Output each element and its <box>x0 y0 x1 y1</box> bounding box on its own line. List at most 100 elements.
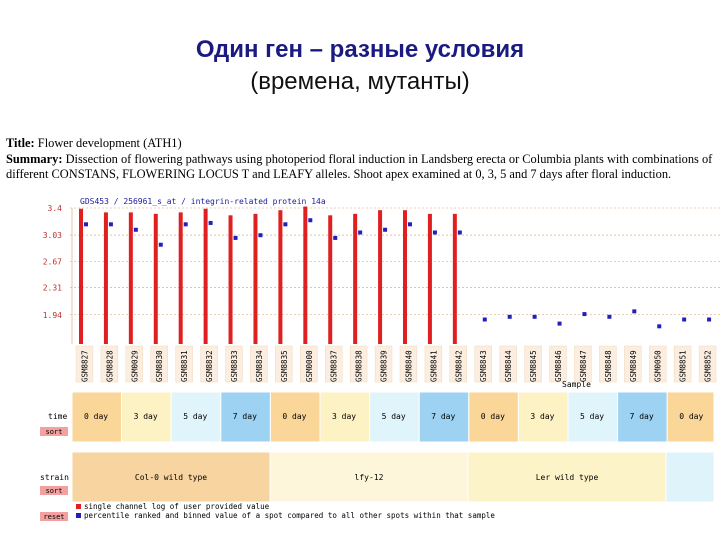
expression-chart: 3.4 3.03 2.67 2.31 1.94 GDS453 / 256961_s_at … <box>40 197 720 521</box>
time-sort-button[interactable] <box>40 427 68 436</box>
rank-marker-GSM8837 <box>333 235 338 240</box>
time-cell[interactable] <box>666 391 715 443</box>
strain-cell[interactable] <box>71 451 271 503</box>
rank-marker-GSM8849 <box>632 309 637 314</box>
strain-cell-label: lfy-12 <box>355 473 384 482</box>
sample-cell[interactable] <box>574 345 592 383</box>
sample-cell[interactable] <box>649 345 667 383</box>
y-tick-label: 2.31 <box>43 284 62 293</box>
sample-cell[interactable] <box>624 345 642 383</box>
title-label: Title: <box>6 136 35 150</box>
time-row-label: time <box>48 412 67 421</box>
sample-cell[interactable] <box>300 345 318 383</box>
sample-cell[interactable] <box>599 345 617 383</box>
time-cell-label: 5 day <box>382 412 406 421</box>
bar-GSM0000 <box>303 206 308 344</box>
rank-marker-GSM8833 <box>233 235 238 240</box>
sample-cell[interactable] <box>499 345 517 383</box>
time-cell[interactable] <box>567 391 619 443</box>
sample-cell[interactable] <box>100 345 119 383</box>
bar-GSM8841 <box>427 213 432 344</box>
x-tick-label: GSM8833 <box>230 350 239 382</box>
sample-cell[interactable] <box>150 345 168 383</box>
sample-cell[interactable] <box>250 345 268 383</box>
time-cell[interactable] <box>170 391 222 443</box>
strain-cell[interactable] <box>665 451 715 503</box>
bar-GSM8827 <box>79 208 83 344</box>
x-tick-label: GSM8837 <box>330 350 339 382</box>
x-tick-label: GSM0029 <box>130 350 139 382</box>
strain-cell[interactable] <box>467 451 667 503</box>
time-cell-label: 3 day <box>332 412 356 421</box>
x-tick-label: GSM8840 <box>404 350 413 382</box>
legend-blue-label: percentile ranked and binned value of a … <box>84 511 495 520</box>
y-tick-label: 3.4 <box>48 204 63 213</box>
slide-title: Один ген – разные условия (времена, мута… <box>0 34 720 98</box>
sample-cell[interactable] <box>200 345 218 383</box>
x-tick-label: GSM8849 <box>629 350 638 382</box>
rank-marker-GSM8845 <box>532 314 537 319</box>
x-tick-label: GSM8827 <box>80 350 89 382</box>
sample-cell[interactable] <box>275 345 293 383</box>
rank-marker-GSM8852 <box>707 317 712 322</box>
sample-cell[interactable] <box>349 345 368 383</box>
bar-GSM8828 <box>103 212 108 344</box>
sample-cell[interactable] <box>698 345 717 383</box>
strain-cell[interactable] <box>269 451 469 503</box>
time-cell-label: 7 day <box>233 412 257 421</box>
x-tick-label: GSM8851 <box>679 350 688 382</box>
dataset-meta: Title: Flower development (ATH1) Summary… <box>6 136 714 183</box>
x-tick-label: GSM8846 <box>554 350 563 382</box>
x-tick-label: GSM8835 <box>280 350 289 382</box>
rank-marker-GSM8832 <box>208 220 213 225</box>
sample-cell[interactable] <box>225 345 243 383</box>
bar-GSM8835 <box>278 210 283 344</box>
bar-GSM8834 <box>253 213 258 344</box>
x-tick-label: GSM8831 <box>180 350 189 382</box>
reset-button[interactable] <box>40 512 68 521</box>
rank-marker-GSM8840 <box>408 222 412 227</box>
sample-cell[interactable] <box>75 345 94 383</box>
rank-marker-GSM8828 <box>108 222 113 227</box>
strain-row-label: strain <box>40 473 69 482</box>
rank-marker-GSM8846 <box>557 321 562 326</box>
time-cell[interactable] <box>269 391 321 443</box>
rank-marker-GSM8843 <box>482 317 487 322</box>
x-tick-label: GSM8830 <box>155 350 164 382</box>
time-cell[interactable] <box>121 391 172 443</box>
bar-GSM8839 <box>378 210 383 344</box>
time-cell[interactable] <box>369 391 420 443</box>
sample-cell[interactable] <box>474 345 492 383</box>
rank-marker-GSM0029 <box>133 227 138 232</box>
x-tick-label: GSM8842 <box>454 350 463 382</box>
bar-GSM8837 <box>328 215 333 344</box>
time-cell-label: 0 day <box>84 412 108 421</box>
rank-marker-GSM8835 <box>283 222 288 227</box>
time-cell-label: 7 day <box>630 412 654 421</box>
x-tick-label: GSM8838 <box>355 350 364 382</box>
rank-marker-GSM8830 <box>158 242 163 247</box>
sample-cell[interactable] <box>549 345 567 383</box>
time-cell[interactable] <box>71 391 123 443</box>
bar-GSM8833 <box>228 215 233 344</box>
sample-cell[interactable] <box>524 345 542 383</box>
dataset-title: Flower development (ATH1) <box>37 136 182 150</box>
sample-cell[interactable] <box>424 345 443 383</box>
sample-cell[interactable] <box>175 345 193 383</box>
time-cell[interactable] <box>617 391 668 443</box>
sample-cell[interactable] <box>673 345 692 383</box>
time-cell-label: 0 day <box>679 412 703 421</box>
time-cell-label: 0 day <box>481 412 505 421</box>
sample-cell[interactable] <box>125 345 143 383</box>
sample-cell[interactable] <box>449 345 467 383</box>
time-cell[interactable] <box>418 391 470 443</box>
time-cell[interactable] <box>220 391 271 443</box>
sample-cell[interactable] <box>399 345 418 383</box>
sample-cell[interactable] <box>374 345 393 383</box>
x-tick-label: GSM8852 <box>704 350 713 382</box>
summary-label: Summary: <box>6 151 63 166</box>
sample-cell[interactable] <box>325 345 343 383</box>
x-tick-label: GSM8828 <box>105 350 114 382</box>
bar-GSM8832 <box>203 208 208 344</box>
strain-sort-button[interactable] <box>40 486 68 495</box>
